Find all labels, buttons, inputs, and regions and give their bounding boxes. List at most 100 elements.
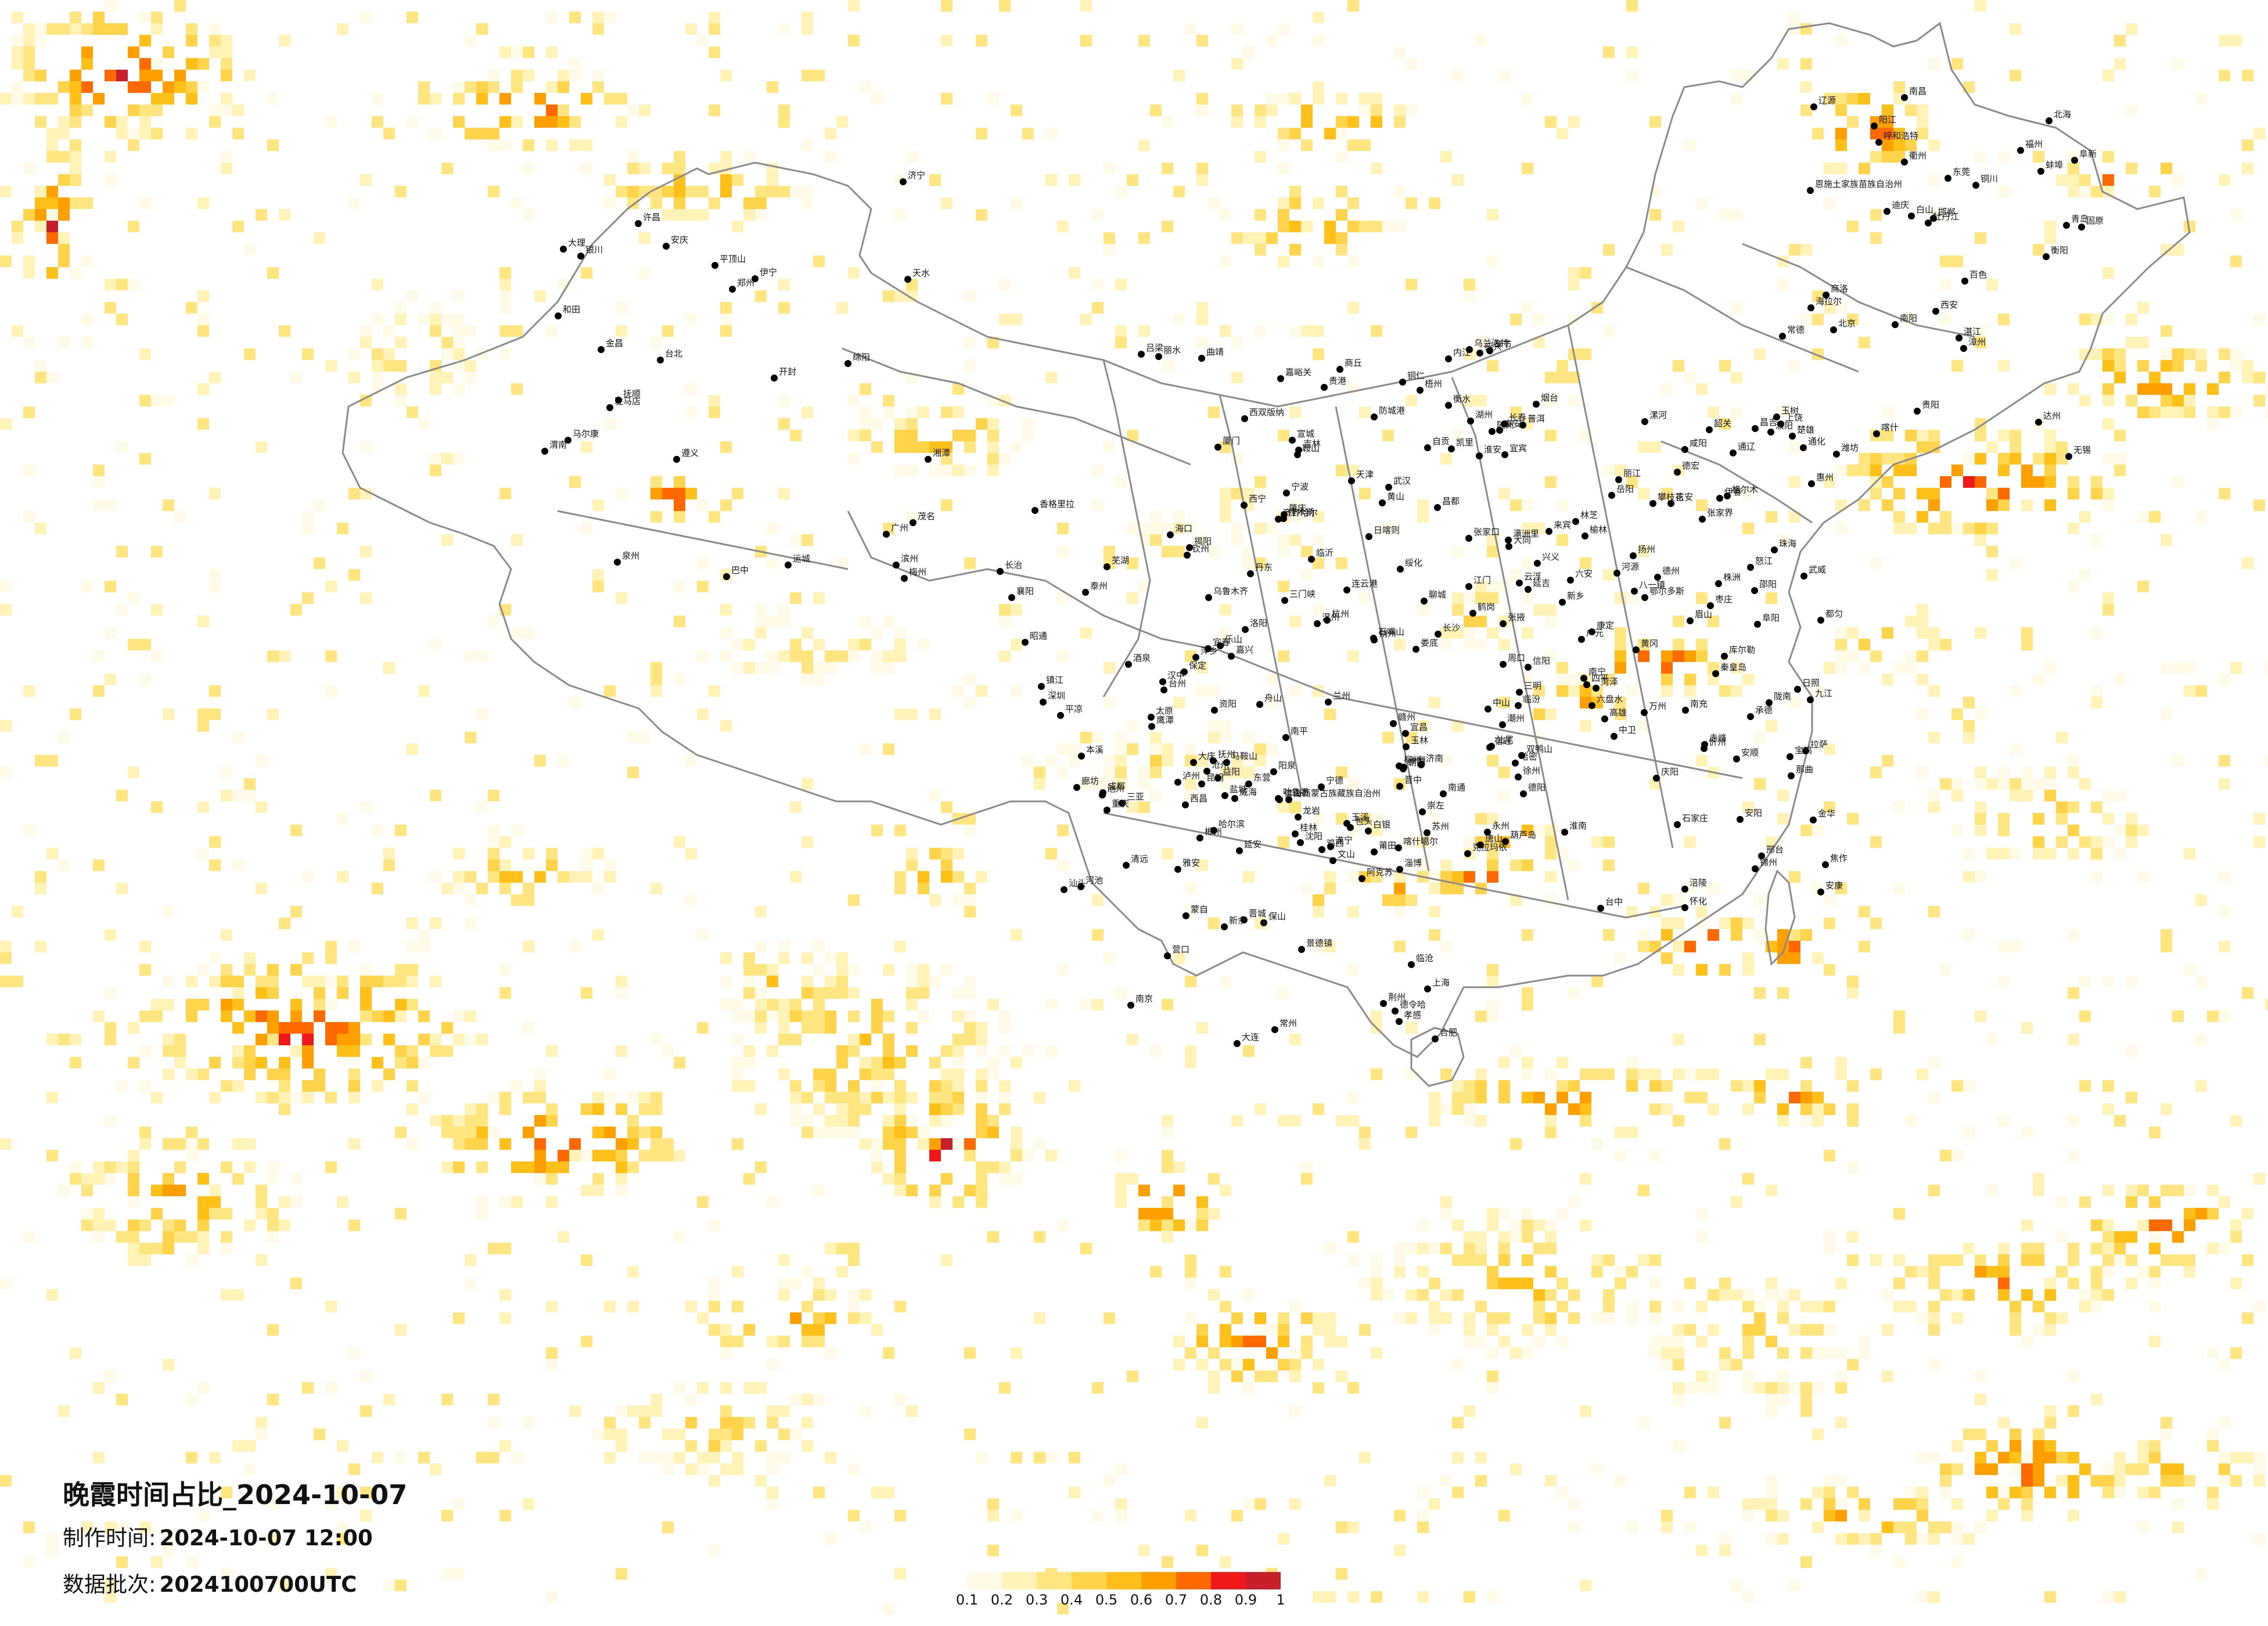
heat-cell bbox=[1289, 801, 1301, 813]
heat-cell bbox=[801, 674, 813, 685]
heat-cell bbox=[163, 708, 174, 720]
heat-cell bbox=[70, 267, 81, 279]
heat-cell bbox=[221, 58, 232, 70]
heat-cell bbox=[221, 1243, 232, 1254]
heat-cell bbox=[894, 825, 906, 836]
heat-cell bbox=[581, 523, 592, 534]
heat-cell bbox=[2091, 1266, 2102, 1278]
heat-cell bbox=[430, 383, 441, 395]
heat-cell bbox=[1998, 976, 2010, 987]
heat-cell bbox=[163, 906, 174, 918]
heat-cell bbox=[1185, 883, 1196, 894]
heat-cell bbox=[267, 708, 279, 720]
heat-cell bbox=[1708, 1370, 1719, 1382]
heat-cell bbox=[1928, 499, 1940, 511]
heat-cell bbox=[918, 441, 929, 453]
heat-cell bbox=[1034, 1138, 1045, 1150]
heat-cell bbox=[592, 848, 604, 859]
heat-cell bbox=[697, 35, 709, 46]
heat-cell bbox=[418, 1057, 430, 1069]
heat-cell bbox=[1522, 1208, 1533, 1220]
heat-cell bbox=[732, 1429, 743, 1440]
heat-cell bbox=[1475, 1069, 1487, 1080]
heat-cell bbox=[1440, 1312, 1452, 1324]
city-label: 齐齐哈尔 bbox=[1283, 508, 1318, 518]
heat-cell bbox=[883, 1347, 894, 1359]
heat-cell bbox=[767, 662, 778, 674]
heat-cell bbox=[929, 1150, 941, 1161]
heat-cell bbox=[279, 1580, 290, 1591]
heat-cell bbox=[1371, 1010, 1382, 1022]
city-label: 铜川 bbox=[1981, 174, 1998, 184]
heat-cell bbox=[1777, 534, 1789, 546]
heat-cell bbox=[2056, 732, 2068, 743]
city-dot bbox=[1830, 326, 1837, 333]
heat-cell bbox=[848, 987, 860, 999]
heat-cell bbox=[58, 1034, 70, 1045]
heat-cell bbox=[2172, 1475, 2184, 1487]
heat-cell bbox=[2207, 1487, 2219, 1498]
heat-cell bbox=[964, 697, 976, 708]
heat-cell bbox=[592, 929, 604, 941]
heat-cell bbox=[1963, 1533, 1975, 1545]
heat-cell bbox=[2033, 778, 2044, 790]
heat-cell bbox=[685, 848, 697, 859]
heat-cell bbox=[1208, 197, 1220, 209]
heat-cell bbox=[697, 708, 709, 720]
heat-cell bbox=[871, 662, 883, 674]
heat-cell bbox=[1591, 1069, 1603, 1080]
heat-cell bbox=[1255, 1336, 1266, 1347]
heat-cell bbox=[1162, 1220, 1173, 1231]
heat-cell bbox=[2068, 825, 2079, 836]
city-dot bbox=[1214, 444, 1221, 451]
heat-cell bbox=[2021, 790, 2033, 801]
city-dot bbox=[1164, 952, 1171, 959]
heat-cell bbox=[604, 1429, 616, 1440]
heat-cell bbox=[1231, 534, 1243, 546]
city-dot bbox=[1371, 636, 1378, 643]
city-label: 牡丹江 bbox=[1933, 211, 1959, 222]
heat-cell bbox=[1928, 488, 1940, 499]
heat-cell bbox=[825, 1312, 836, 1324]
city-label: 商丘 bbox=[1345, 358, 1362, 368]
heat-cell bbox=[1731, 70, 1742, 81]
heat-cell bbox=[2184, 348, 2195, 360]
heat-cell bbox=[523, 1498, 534, 1510]
heat-cell bbox=[1928, 430, 1940, 441]
heat-cell bbox=[1800, 1324, 1812, 1336]
heat-cell bbox=[453, 1127, 465, 1138]
heat-cell bbox=[569, 941, 581, 952]
city-label: 恩施土家族苗族自治州 bbox=[1815, 179, 1902, 189]
heat-cell bbox=[1684, 372, 1696, 383]
heat-cell bbox=[1313, 906, 1324, 918]
heat-cell bbox=[1928, 790, 1940, 801]
heat-cell bbox=[2242, 1208, 2253, 1220]
heat-cell bbox=[709, 12, 720, 23]
heat-cell bbox=[1789, 697, 1800, 708]
heat-cell bbox=[1766, 1475, 1777, 1487]
heat-cell bbox=[58, 151, 70, 163]
heat-cell bbox=[1045, 1045, 1057, 1057]
heat-cell bbox=[139, 35, 151, 46]
province-line bbox=[847, 510, 1220, 652]
heat-cell bbox=[906, 418, 918, 430]
heat-cell bbox=[1498, 697, 1510, 708]
heat-cell bbox=[1568, 1103, 1580, 1115]
heat-cell bbox=[1522, 93, 1533, 105]
heat-cell bbox=[1812, 685, 1824, 697]
heat-cell bbox=[1696, 639, 1708, 650]
heat-cell bbox=[1429, 1092, 1440, 1103]
heat-cell bbox=[1429, 1301, 1440, 1312]
heat-cell bbox=[1661, 929, 1673, 941]
heat-cell bbox=[418, 1092, 430, 1103]
heat-cell bbox=[197, 848, 209, 859]
heat-cell bbox=[1673, 1034, 1684, 1045]
heat-cell bbox=[2207, 1243, 2219, 1254]
heat-cell bbox=[453, 1034, 465, 1045]
city-dot bbox=[1432, 1035, 1439, 1042]
heat-cell bbox=[1661, 383, 1673, 395]
heat-cell bbox=[953, 1057, 964, 1069]
heat-cell bbox=[1708, 883, 1719, 894]
heat-cell bbox=[1301, 1336, 1313, 1347]
heat-cell bbox=[801, 662, 813, 674]
